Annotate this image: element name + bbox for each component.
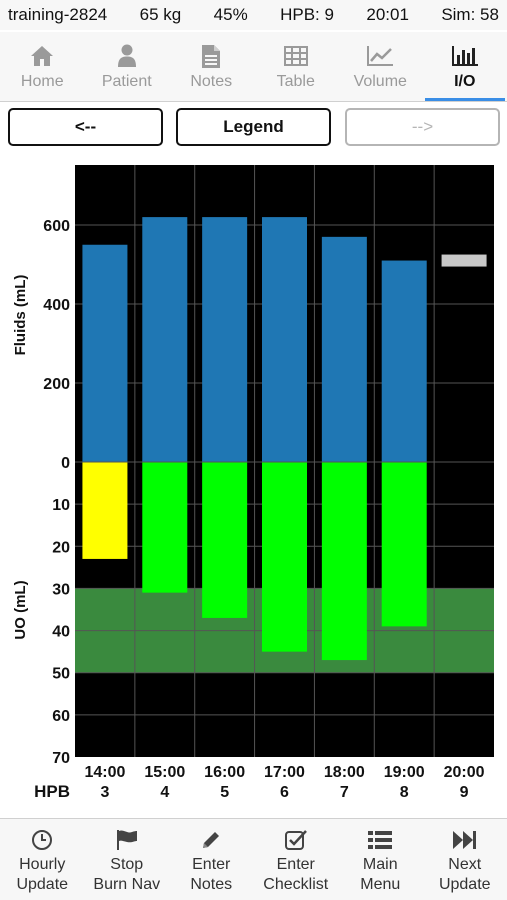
clock-icon xyxy=(31,827,53,853)
urine-output-bar xyxy=(202,462,248,618)
line-chart-icon xyxy=(366,42,394,70)
fluids-bar xyxy=(142,217,188,462)
tab-io[interactable]: I/O xyxy=(423,32,507,101)
tab-label: Home xyxy=(20,73,64,90)
uo-tick-label: 40 xyxy=(52,624,70,641)
previous-button[interactable]: <-- xyxy=(8,108,163,146)
button-label-line2: Update xyxy=(16,876,69,893)
x-tick-label: 15:00 xyxy=(144,764,185,781)
hpb-value-label: 3 xyxy=(100,784,109,801)
fluids-bar xyxy=(82,244,128,462)
tab-label: Table xyxy=(276,73,315,90)
tab-label: I/O xyxy=(454,73,476,90)
next-update-button[interactable]: Next Update xyxy=(423,819,507,900)
tab-home[interactable]: Home xyxy=(0,32,85,101)
fast-forward-icon xyxy=(452,827,478,853)
session-id: training-2824 xyxy=(8,5,108,24)
button-label-line2: Menu xyxy=(360,876,401,893)
fluid-tick-label: 200 xyxy=(43,376,70,393)
tab-label: Notes xyxy=(190,73,233,90)
io-chart-svg: 0 200 400 600 10 20 30 40 50 60 70 Fluids (mL) UO (m… xyxy=(12,165,494,801)
button-label-line2: Notes xyxy=(190,876,233,893)
chart-navigation: <-- Legend --> xyxy=(0,105,507,149)
hpb-row-label: HPB xyxy=(34,782,70,801)
uo-tick-label: 50 xyxy=(52,666,70,683)
uo-tick-label: 60 xyxy=(52,708,70,725)
person-icon xyxy=(117,42,137,70)
urine-output-bar xyxy=(142,462,188,593)
urine-output-bar xyxy=(321,462,367,661)
table-icon xyxy=(283,42,308,70)
flag-icon xyxy=(115,827,139,853)
list-icon xyxy=(367,827,393,853)
hpb-status: HPB: 9 xyxy=(280,5,334,24)
current-fluids-marker xyxy=(441,254,487,267)
button-label-line1: Next xyxy=(448,856,482,873)
y-axis-label-uo: UO (mL) xyxy=(12,580,29,639)
bar-chart-icon xyxy=(451,42,479,70)
urine-output-bar xyxy=(82,462,128,559)
main-menu-button[interactable]: Main Menu xyxy=(338,819,423,900)
next-button[interactable]: --> xyxy=(345,108,500,146)
tab-volume[interactable]: Volume xyxy=(338,32,423,101)
legend-button[interactable]: Legend xyxy=(176,108,331,146)
hpb-value-label: 4 xyxy=(160,784,169,801)
x-tick-label: 20:00 xyxy=(444,764,485,781)
button-label-line1: Enter xyxy=(276,856,315,873)
enter-checklist-button[interactable]: Enter Checklist xyxy=(254,819,339,900)
tab-label: Patient xyxy=(101,73,152,90)
status-bar: training-2824 65 kg 45% HPB: 9 20:01 Sim… xyxy=(0,0,507,30)
button-label-line1: Hourly xyxy=(19,856,66,873)
uo-tick-label: 70 xyxy=(52,750,70,767)
tab-patient[interactable]: Patient xyxy=(85,32,170,101)
io-chart: 0 200 400 600 10 20 30 40 50 60 70 Fluids (mL) UO (m… xyxy=(0,155,507,810)
hpb-value-label: 9 xyxy=(460,784,469,801)
patient-weight: 65 kg xyxy=(139,5,182,24)
x-tick-label: 17:00 xyxy=(264,764,305,781)
checkbox-icon xyxy=(284,827,308,853)
hpb-value-label: 6 xyxy=(280,784,289,801)
pencil-icon xyxy=(200,827,222,853)
home-icon xyxy=(30,42,54,70)
fluids-bar xyxy=(381,260,427,462)
button-label-line2: Update xyxy=(438,876,491,893)
hpb-value-label: 7 xyxy=(340,784,349,801)
tab-table[interactable]: Table xyxy=(254,32,339,101)
hourly-update-button[interactable]: Hourly Update xyxy=(0,819,85,900)
urine-output-bar xyxy=(381,462,427,627)
x-tick-label: 16:00 xyxy=(204,764,245,781)
fluid-tick-label: 600 xyxy=(43,218,70,235)
tab-label: Volume xyxy=(353,73,407,90)
uo-tick-label: 10 xyxy=(52,497,70,514)
tab-bar: Home Patient Notes Table Volume I/O xyxy=(0,32,507,102)
enter-notes-button[interactable]: Enter Notes xyxy=(169,819,254,900)
fluids-bar xyxy=(262,217,307,462)
hpb-value-label: 5 xyxy=(220,784,229,801)
sim-counter: Sim: 58 xyxy=(441,5,499,24)
button-label-line2: Burn Nav xyxy=(93,876,161,893)
x-tick-label: 18:00 xyxy=(324,764,365,781)
fluids-bar xyxy=(202,217,248,462)
bottom-toolbar: Hourly Update Stop Burn Nav Enter Notes … xyxy=(0,818,507,900)
uo-tick-label: 30 xyxy=(52,581,70,598)
tab-notes[interactable]: Notes xyxy=(169,32,254,101)
document-icon xyxy=(201,42,221,70)
button-label-line2: Checklist xyxy=(263,876,329,893)
uo-tick-label: 20 xyxy=(52,539,70,556)
fluid-tick-label: 400 xyxy=(43,297,70,314)
burn-percent: 45% xyxy=(213,5,248,24)
button-label-line1: Stop xyxy=(110,856,144,873)
fluids-bar xyxy=(321,236,367,462)
clock-time: 20:01 xyxy=(366,5,409,24)
x-tick-label: 19:00 xyxy=(384,764,425,781)
stop-burn-nav-button[interactable]: Stop Burn Nav xyxy=(85,819,170,900)
button-label-line1: Main xyxy=(362,856,398,873)
fluid-tick-label: 0 xyxy=(61,455,70,472)
button-label-line1: Enter xyxy=(192,856,231,873)
urine-output-bar xyxy=(262,462,307,652)
hpb-value-label: 8 xyxy=(400,784,409,801)
x-tick-label: 14:00 xyxy=(84,764,125,781)
y-axis-label-fluids: Fluids (mL) xyxy=(12,275,29,356)
